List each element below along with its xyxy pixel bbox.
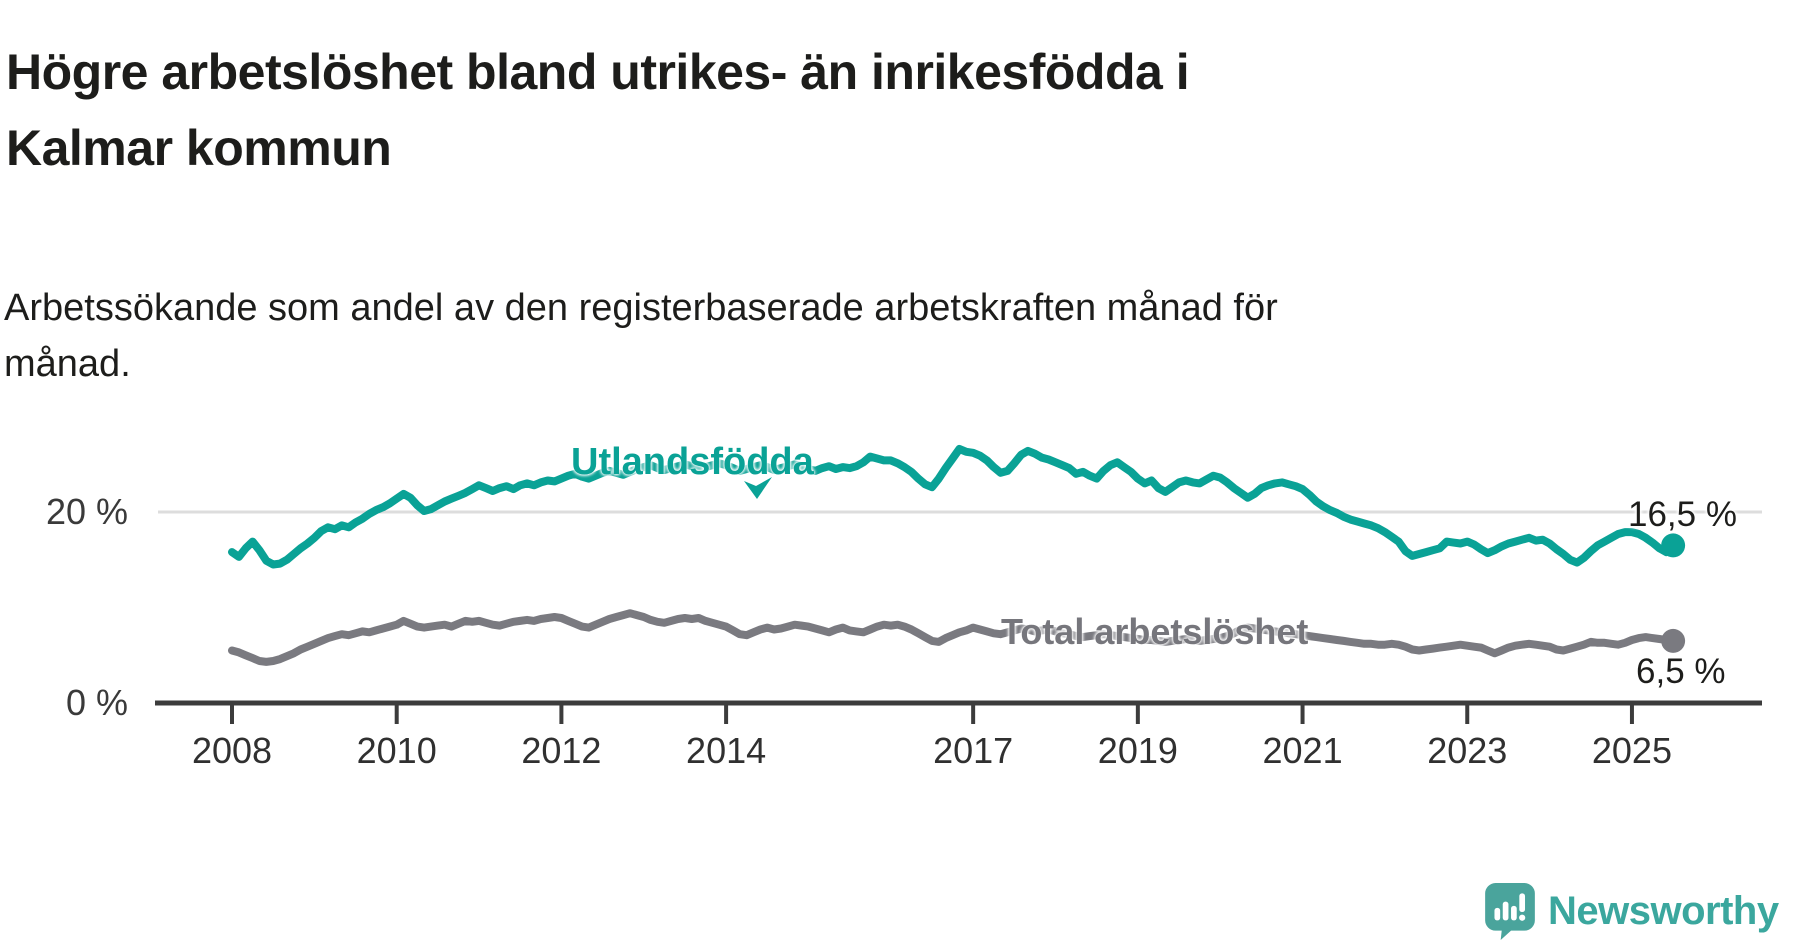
x-tick-label-2019: 2019 <box>1097 730 1178 771</box>
x-tick-label-2014: 2014 <box>686 730 767 771</box>
logo-exclamation-dot <box>1519 914 1526 921</box>
x-tick-label-2012: 2012 <box>521 730 602 771</box>
x-tick-label-2023: 2023 <box>1427 730 1508 771</box>
chart-subtitle-line2: månad. <box>4 343 131 385</box>
series-label-total-arbetsloshet: Total arbetslöshet <box>1001 611 1309 652</box>
end-dot-total <box>1661 628 1686 653</box>
x-tick-label-2021: 2021 <box>1262 730 1343 771</box>
logo-exclamation-bar <box>1519 893 1526 913</box>
page-title-line2: Kalmar kommun <box>6 119 392 176</box>
end-dot-utlandsfodda <box>1661 533 1686 558</box>
chart-subtitle-line1: Arbetssökande som andel av den registerb… <box>4 287 1278 329</box>
newsworthy-logo-icon <box>1485 883 1535 940</box>
end-value-label-utlandsfodda: 16,5 % <box>1628 495 1737 534</box>
x-tick-label-2025: 2025 <box>1591 730 1672 771</box>
line-utlandsfodda <box>228 445 1678 569</box>
line-total-arbetsloshet <box>228 609 1678 666</box>
newsworthy-logo: Newsworthy <box>1484 882 1779 940</box>
y-axis-label-20: 20 % <box>45 491 128 532</box>
newsworthy-logo-text: Newsworthy <box>1548 888 1779 933</box>
chart-subtitle: Arbetssökande som andel av den registerb… <box>4 280 1684 392</box>
logo-bar-2 <box>1502 901 1509 921</box>
logo-bar-3 <box>1511 905 1517 921</box>
x-tick-label-2010: 2010 <box>356 730 437 771</box>
series-label-utlandsfodda: Utlandsfödda <box>571 441 814 483</box>
page-title: Högre arbetslöshet bland utrikes- än inr… <box>6 34 1526 186</box>
y-axis-label-0: 0 % <box>65 682 128 723</box>
page-title-line1: Högre arbetslöshet bland utrikes- än inr… <box>6 43 1190 100</box>
label-pointer-utlandsfodda <box>744 477 772 499</box>
x-tick-label-2017: 2017 <box>933 730 1014 771</box>
x-tick-label-2008: 2008 <box>191 730 273 771</box>
end-value-label-total: 6,5 % <box>1636 652 1726 691</box>
logo-bar-1 <box>1494 907 1501 921</box>
